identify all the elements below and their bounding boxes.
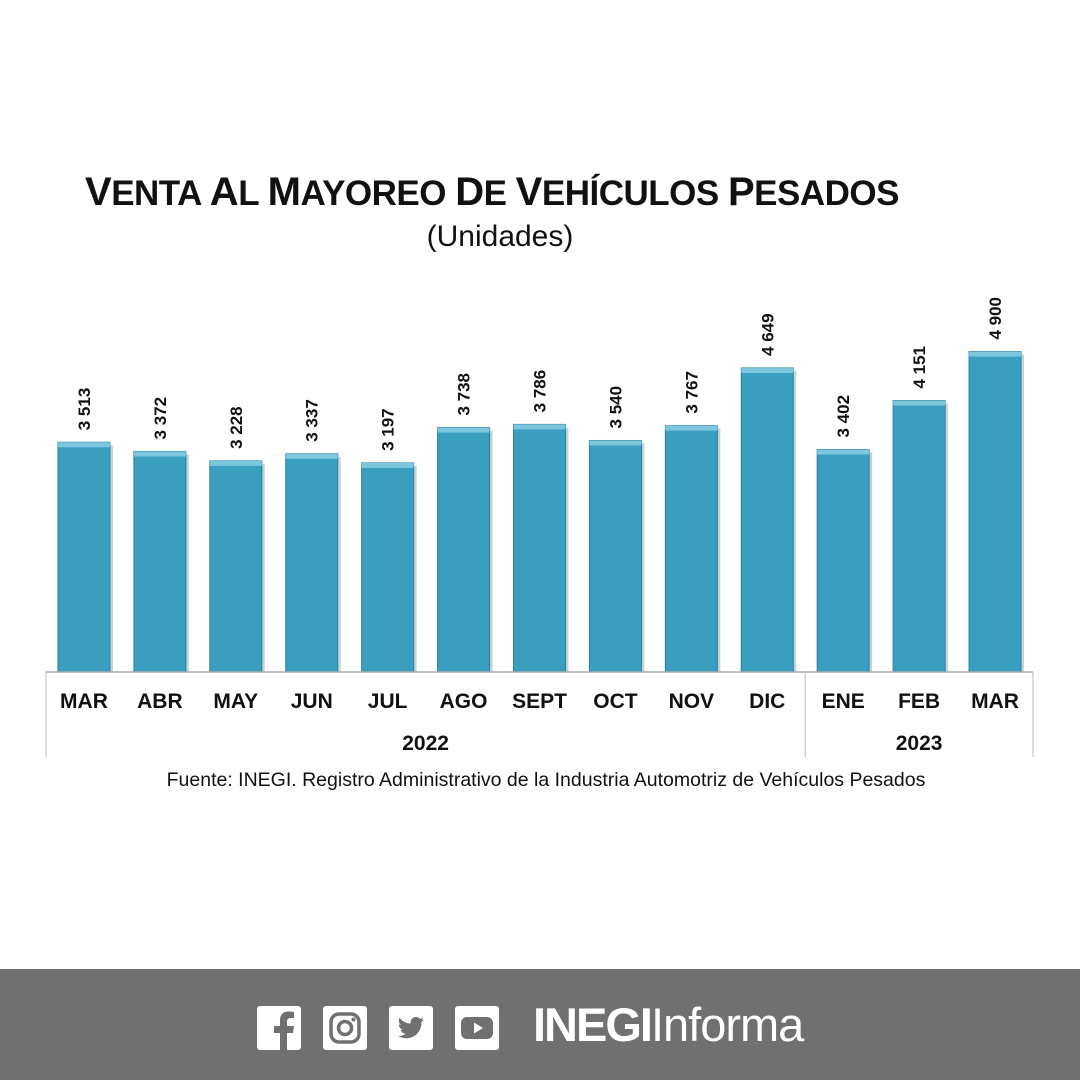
data-label: 3 228 xyxy=(227,406,246,449)
bar-top xyxy=(209,460,262,466)
category-label: DIC xyxy=(749,690,785,713)
brand-light: Informa xyxy=(650,998,804,1051)
bar-chart: 3 513 3 372 3 228 3 337 3 197 3 738 3 786 3 540… xyxy=(45,297,1034,757)
data-label: 3 786 xyxy=(531,370,550,413)
footer-bar: INEGIInforma xyxy=(0,969,1080,1080)
year-label: 2023 xyxy=(896,732,943,755)
bar xyxy=(740,367,794,673)
data-label: 3 767 xyxy=(682,371,701,414)
inegi-informa-logo: INEGIInforma xyxy=(533,997,804,1052)
bar xyxy=(513,423,566,673)
bar xyxy=(285,453,339,673)
bar xyxy=(588,439,642,673)
data-label: 3 540 xyxy=(606,386,625,429)
bar-top xyxy=(57,442,110,448)
category-label: JUL xyxy=(368,690,408,713)
data-label: 3 372 xyxy=(151,397,170,440)
bar xyxy=(892,400,946,673)
category-label: MAR xyxy=(60,690,108,713)
bar-top xyxy=(285,453,338,459)
bar xyxy=(437,427,491,673)
data-label: 3 197 xyxy=(379,408,398,451)
facebook-icon[interactable] xyxy=(257,1006,301,1050)
data-label: 3 337 xyxy=(303,399,322,442)
brand-strong: INEGI xyxy=(533,998,653,1051)
chart-subtitle: (Unidades) xyxy=(426,220,574,253)
bar-top xyxy=(665,425,718,431)
data-label: 4 151 xyxy=(910,346,929,389)
bar xyxy=(209,460,263,673)
source-note: Fuente: INEGI. Registro Administrativo d… xyxy=(166,769,926,791)
bar-top xyxy=(361,462,414,468)
bar-top xyxy=(437,427,490,433)
category-label: SEPT xyxy=(512,690,567,713)
category-label: MAY xyxy=(213,690,258,713)
category-label: NOV xyxy=(669,690,715,713)
twitter-icon[interactable] xyxy=(389,1006,433,1050)
data-label: 3 738 xyxy=(455,373,474,416)
category-label: AGO xyxy=(440,690,488,713)
instagram-icon[interactable] xyxy=(323,1006,367,1050)
bar-top xyxy=(969,351,1022,357)
category-label: ENE xyxy=(822,690,865,713)
bar-top xyxy=(133,451,186,457)
bar-top xyxy=(741,367,794,373)
bar-top xyxy=(817,449,870,455)
chart-title: VENTA AL MAYOREO DE VEHÍCULOS PESADOS xyxy=(85,170,899,214)
bar-top xyxy=(893,400,946,406)
category-label: FEB xyxy=(898,690,940,713)
data-label: 3 402 xyxy=(834,395,853,438)
bar xyxy=(816,449,870,673)
data-label: 3 513 xyxy=(75,388,94,431)
bar xyxy=(57,441,111,673)
data-label: 4 649 xyxy=(758,313,777,356)
bar-top xyxy=(513,424,566,430)
bar xyxy=(664,425,718,673)
youtube-icon[interactable] xyxy=(455,1006,499,1050)
year-label: 2022 xyxy=(402,732,449,755)
bar xyxy=(361,462,415,673)
category-label: ABR xyxy=(137,690,183,713)
category-label: MAR xyxy=(971,690,1019,713)
bar xyxy=(968,351,1022,673)
data-label: 4 900 xyxy=(986,297,1005,340)
category-label: JUN xyxy=(291,690,333,713)
bar-top xyxy=(589,440,642,446)
bar xyxy=(133,450,187,673)
category-label: OCT xyxy=(593,690,638,713)
